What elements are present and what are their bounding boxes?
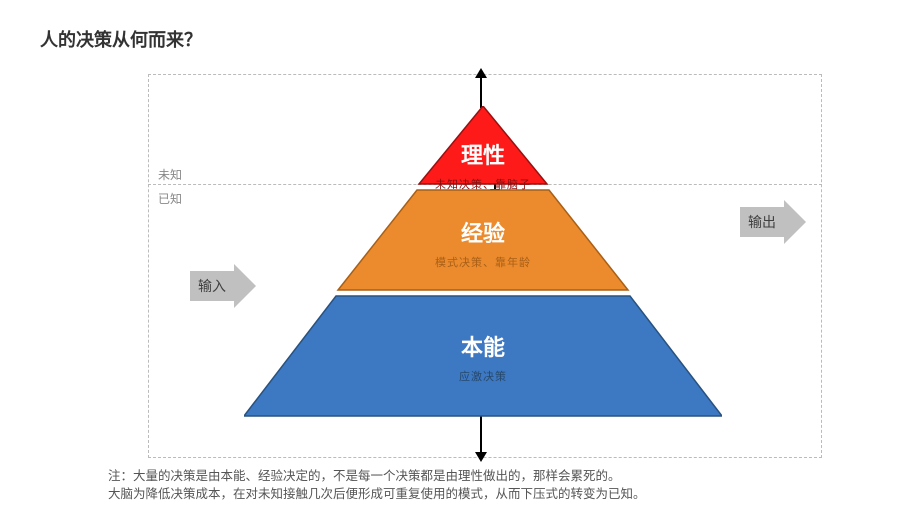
footnote-line2: 大脑为降低决策成本，在对未知接触几次后便形成可重复使用的模式，从而下压式的转变为… <box>108 485 646 504</box>
output-label: 输出 <box>740 207 784 237</box>
pyramid-svg: top <box>244 106 722 418</box>
footnote-line1: 注：大量的决策是由本能、经验决定的，不是每一个决策都是由理性做出的，那样会累死的… <box>108 467 646 486</box>
layer-bottom-shape <box>244 296 722 416</box>
pyramid-diagram: top 理性 未知决策、靠脑子 经验 模式决策、靠年龄 本能 应激决策 <box>244 106 722 418</box>
arrow-down-bottom-icon <box>480 416 482 454</box>
layer-middle-shape <box>338 190 628 290</box>
page-title: 人的决策从何而来？ <box>40 26 202 52</box>
label-known: 已知 <box>158 190 182 207</box>
footnote: 注：大量的决策是由本能、经验决定的，不是每一个决策都是由理性做出的，那样会累死的… <box>108 467 646 505</box>
arrow-right-icon <box>784 200 806 244</box>
output-arrow: 输出 <box>740 200 806 244</box>
label-unknown: 未知 <box>158 166 182 183</box>
input-label: 输入 <box>190 271 234 301</box>
arrow-up-icon <box>480 76 482 108</box>
layer-top-shape: top <box>419 106 547 184</box>
